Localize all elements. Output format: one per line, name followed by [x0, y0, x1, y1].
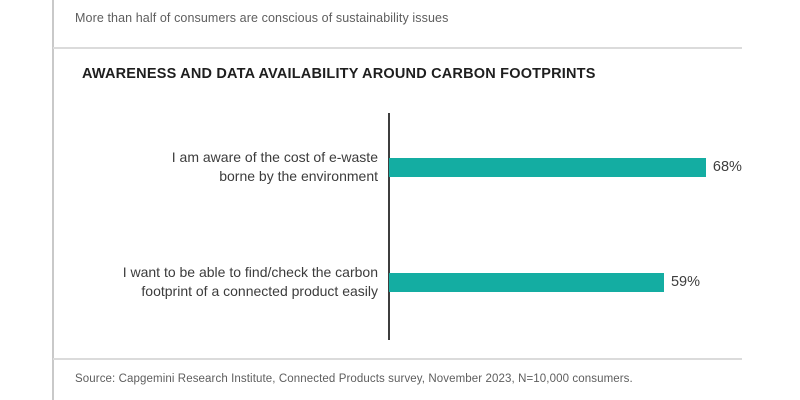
value-label-carbon-footprint: 59% [670, 274, 700, 290]
category-label-line: footprint of a connected product easily [141, 283, 378, 299]
category-label-ewaste: I am aware of the cost of e-waste borne … [0, 148, 378, 186]
bar-row-carbon-footprint: I want to be able to find/check the carb… [0, 260, 800, 304]
source-text: Source: Capgemini Research Institute, Co… [75, 373, 633, 385]
category-label-line: I want to be able to find/check the carb… [122, 264, 378, 280]
category-label-line: borne by the environment [219, 168, 378, 184]
y-axis-line [388, 113, 390, 340]
bar-ewaste [389, 157, 706, 177]
bar-row-ewaste: I am aware of the cost of e-waste borne … [0, 145, 800, 189]
top-divider [53, 47, 742, 49]
category-label-line: I am aware of the cost of e-waste [171, 149, 378, 165]
category-label-carbon-footprint: I want to be able to find/check the carb… [0, 263, 378, 301]
bottom-divider [53, 358, 742, 360]
left-border-rule [52, 0, 54, 400]
kicker-text: More than half of consumers are consciou… [75, 11, 449, 25]
value-label-ewaste: 68% [712, 159, 742, 175]
chart-title: AWARENESS AND DATA AVAILABILITY AROUND C… [82, 66, 596, 82]
bar-carbon-footprint [389, 272, 664, 292]
